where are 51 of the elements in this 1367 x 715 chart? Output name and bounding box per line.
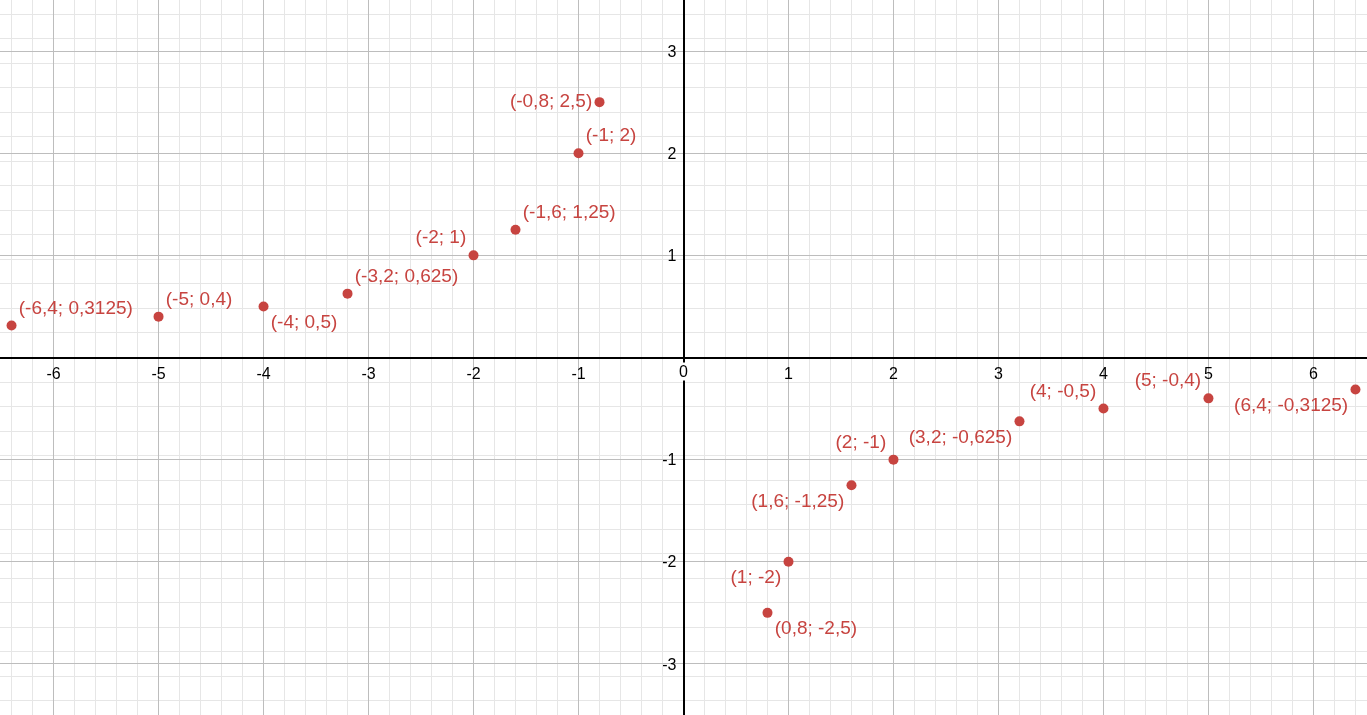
point xyxy=(342,288,353,299)
data-label: (5; -0,4) xyxy=(1134,369,1202,391)
y-tick-label: 3 xyxy=(667,42,677,60)
y-tick-label: 1 xyxy=(667,246,677,264)
x-tick-label: -5 xyxy=(151,364,166,382)
x-tick-label: -2 xyxy=(466,364,481,382)
point xyxy=(594,97,605,108)
data-label: (-4; 0,5) xyxy=(270,310,338,332)
x-tick-label: -4 xyxy=(256,364,271,382)
y-tick-label: -1 xyxy=(662,451,677,469)
data-label: (-6,4; 0,3125) xyxy=(18,296,133,318)
x-tick-label: 3 xyxy=(994,364,1004,382)
point xyxy=(1098,403,1109,414)
data-label: (-1,6; 1,25) xyxy=(522,200,616,222)
x-tick-label: -1 xyxy=(571,364,586,382)
x-tick-label: 5 xyxy=(1204,364,1214,382)
y-tick-label: 2 xyxy=(667,144,677,162)
x-tick-label: 4 xyxy=(1099,364,1109,382)
point xyxy=(1350,384,1361,395)
x-tick-label: -6 xyxy=(46,364,61,382)
x-tick-label: 1 xyxy=(784,364,794,382)
point xyxy=(6,320,17,331)
data-label: (-1; 2) xyxy=(585,124,637,146)
data-label: (6,4; -0,3125) xyxy=(1234,393,1349,415)
point xyxy=(846,480,857,491)
point xyxy=(153,311,164,322)
point xyxy=(1014,416,1025,427)
data-label: (1,6; -1,25) xyxy=(751,489,845,511)
x-tick-label: 6 xyxy=(1309,364,1318,382)
data-label: (0,8; -2,5) xyxy=(774,617,858,639)
point xyxy=(510,224,521,235)
data-label: (1; -2) xyxy=(730,566,782,588)
y-tick-label: -3 xyxy=(662,655,677,673)
data-label: (4; -0,5) xyxy=(1029,379,1097,401)
point xyxy=(573,148,584,159)
point xyxy=(468,250,479,261)
data-label: (3,2; -0,625) xyxy=(908,425,1013,447)
point xyxy=(783,556,794,567)
x-tick-label: 0 xyxy=(679,363,688,380)
data-label: (2; -1) xyxy=(835,430,887,452)
data-label: (-5; 0,4) xyxy=(165,287,233,309)
point xyxy=(762,607,773,618)
point xyxy=(258,301,269,312)
x-tick-label: 2 xyxy=(889,364,899,382)
data-label: (-2; 1) xyxy=(415,226,467,248)
point xyxy=(1203,393,1214,404)
data-label: (-3,2; 0,625) xyxy=(354,264,459,286)
point xyxy=(888,454,899,465)
data-label: (-0,8; 2,5) xyxy=(509,89,593,111)
x-tick-label: -3 xyxy=(361,364,376,382)
y-tick-label: -2 xyxy=(662,553,677,571)
